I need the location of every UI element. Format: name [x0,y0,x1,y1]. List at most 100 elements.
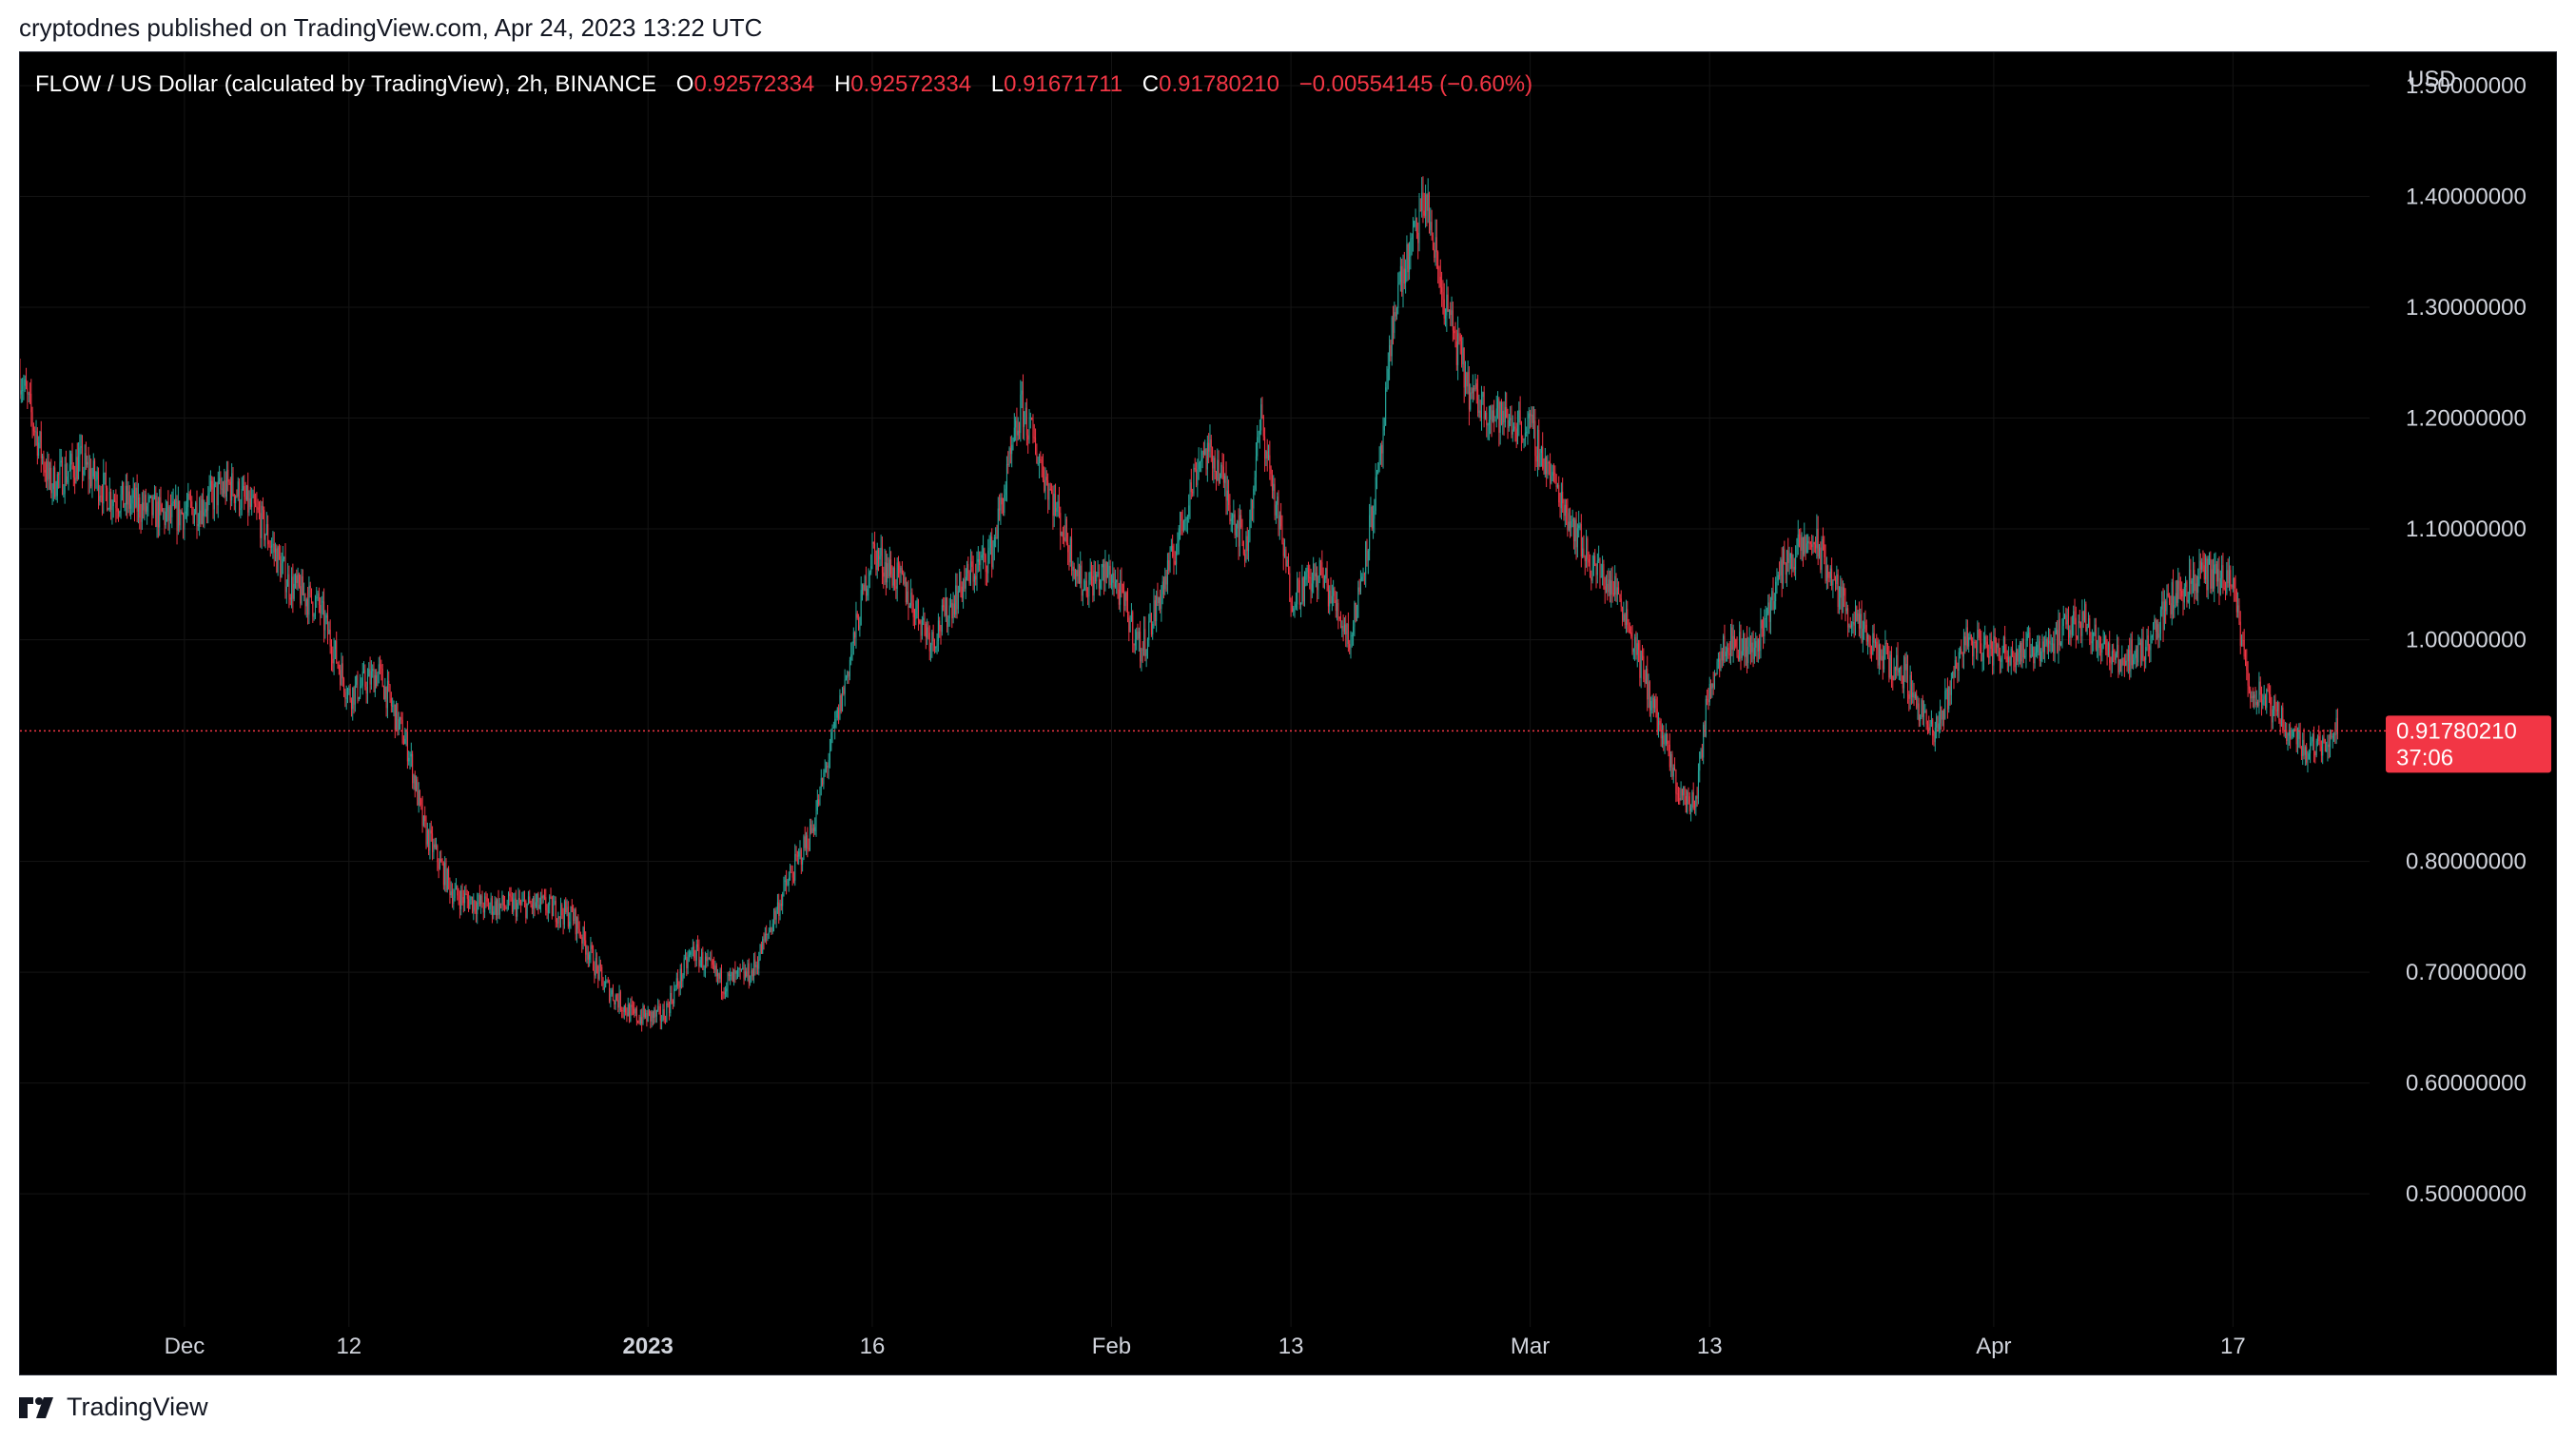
candle-body [54,467,56,497]
footer-brand[interactable]: TradingView [19,1393,208,1422]
candle-body [872,541,874,544]
candle-body [442,863,444,886]
candle-body [2183,587,2185,603]
candle-body [2174,605,2176,610]
candle-body [1965,627,1967,646]
chart-area[interactable]: 1.50000000 1.40000000 1.30000000 1.20000000… [19,51,2557,1375]
candle-body [1737,655,1739,660]
candle-body [556,922,558,924]
candle-body [855,614,857,638]
candle-body [2051,643,2053,645]
candle-body [2085,604,2087,632]
candle-body [867,588,868,596]
candle-body [404,738,406,745]
candle-body [2046,638,2048,648]
candle-body [1060,513,1062,536]
candle-body [2080,623,2082,636]
candle-body [2162,601,2164,631]
candle-body [1638,643,1640,651]
candle-body [208,487,210,494]
candle-body [964,578,966,589]
candle-body [1039,459,1041,463]
candle-body [912,603,914,617]
candle-body [2287,735,2289,741]
candle-body [439,858,440,869]
candle-body [1933,735,1935,743]
candle-body [1439,276,1441,288]
candle-body [1153,600,1155,625]
candle-body [85,453,87,465]
candle-body [1711,683,1713,690]
candle-body [27,388,29,395]
candle-body [1708,683,1710,703]
candle-body [1097,571,1099,575]
candle-body [400,717,402,720]
candle-body [1206,442,1208,470]
candle-body [738,967,740,970]
candle-body [1178,528,1180,542]
candle-body [768,932,770,934]
candle-body [187,494,189,508]
candle-body [2002,636,2004,653]
candle-body [1397,284,1399,308]
candle-body [1202,451,1204,456]
candle-body [562,915,564,925]
candle-body [879,555,881,560]
candle-body [684,956,686,959]
candle-body [2167,593,2169,596]
candle-body [1486,412,1488,425]
candle-body [233,494,235,503]
candle-body [388,680,390,685]
candle-body [1338,616,1340,619]
candle-body [1889,654,1891,678]
candle-body [1482,392,1484,398]
candle-body [921,620,923,636]
candle-body [991,536,993,568]
candle-body [1926,724,1928,728]
candle-body [173,501,175,508]
candle-body [553,905,555,917]
candle-body [1749,638,1751,653]
symbol-title[interactable]: FLOW / US Dollar (calculated by TradingV… [35,71,657,97]
price-axis[interactable]: 1.500000001.400000001.300000001.20000000… [2406,73,2527,1207]
candle-body [579,935,581,938]
candle-body [694,958,696,961]
candle-body [603,986,605,990]
candle-body [650,1010,652,1022]
candle-body [570,906,572,922]
candle-body [1942,710,1943,720]
candle-body [1110,582,1112,586]
candle-body [1649,681,1650,711]
candle-body [396,703,398,731]
candle-body [1233,514,1235,518]
candle-body [1824,544,1825,557]
candle-body [498,899,499,915]
time-axis[interactable]: Dec 12 2023 16 Feb 13 Mar 13 Apr 17 [165,1334,2246,1359]
candle-body [1748,638,1750,647]
candlestick-chart[interactable]: 1.500000001.400000001.300000001.20000000… [20,52,2558,1376]
candle-body [2186,581,2188,602]
candle-body [1578,525,1580,529]
candle-body [1290,601,1292,605]
candle-body [1114,582,1116,588]
candle-body [1148,621,1150,640]
candle-body [112,499,114,507]
candle-body [537,893,539,909]
candle-body [1478,410,1480,414]
candle-body [951,602,953,619]
candle-body [1421,192,1423,211]
candle-body [1504,406,1506,423]
candle-body [1741,651,1743,658]
candle-body [1508,419,1510,428]
candle-body [2082,611,2084,621]
candle-body [127,491,129,505]
candle-body [1522,438,1524,440]
candle-body [1418,210,1420,244]
candle-body [2074,611,2076,618]
candle-body [1164,575,1166,590]
candle-body [235,496,237,503]
candle-body [988,547,990,551]
candle-body [526,903,528,919]
candle-body [574,909,576,922]
candle-body [1595,565,1597,575]
